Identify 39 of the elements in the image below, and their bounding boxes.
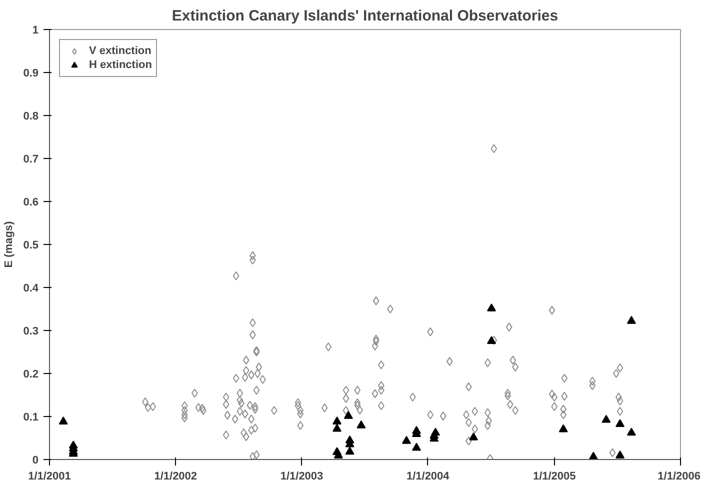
y-tick-label: 0.6 (23, 196, 39, 208)
point (602, 414, 611, 423)
y-tick-label: 0.5 (23, 240, 39, 252)
point (356, 420, 366, 428)
point (486, 303, 496, 312)
point (626, 316, 636, 324)
point (486, 336, 496, 344)
y-tick-label: 0.7 (23, 154, 39, 166)
point (616, 419, 625, 428)
point (402, 436, 411, 444)
x-tick-label: 1/1/2001 (28, 470, 71, 482)
y-tick-label: 0.8 (23, 110, 39, 122)
y-tick-label: 0.9 (23, 68, 39, 80)
point (344, 410, 353, 419)
point (332, 416, 342, 424)
point (469, 432, 478, 440)
legend-label: H extinction (89, 58, 152, 72)
x-tick-label: 1/1/2004 (406, 470, 450, 482)
point (58, 416, 68, 424)
y-tick-label: 0.4 (23, 282, 40, 294)
point (558, 424, 568, 432)
legend-label: V extinction (89, 44, 152, 58)
x-tick-label: 1/1/2002 (154, 470, 198, 482)
y-tick-label: 1 (32, 24, 39, 36)
point (430, 428, 440, 436)
y-tick-label: 0.2 (23, 368, 39, 380)
y-tick-label: 0.1 (23, 412, 39, 424)
point (412, 442, 421, 451)
x-tick-label: 1/1/2003 (280, 470, 324, 482)
y-axis-title: E (mags) (3, 220, 16, 268)
point (616, 450, 625, 458)
x-tick-label: 1/1/2006 (658, 470, 701, 482)
point (345, 446, 354, 455)
point (626, 428, 636, 436)
chart-title: Extinction Canary Islands' International Observatories (172, 8, 558, 24)
y-tick-label: 0 (32, 454, 39, 466)
x-tick-label: 1/1/2005 (532, 470, 576, 482)
y-tick-label: 0.3 (23, 326, 39, 338)
point (332, 424, 342, 432)
